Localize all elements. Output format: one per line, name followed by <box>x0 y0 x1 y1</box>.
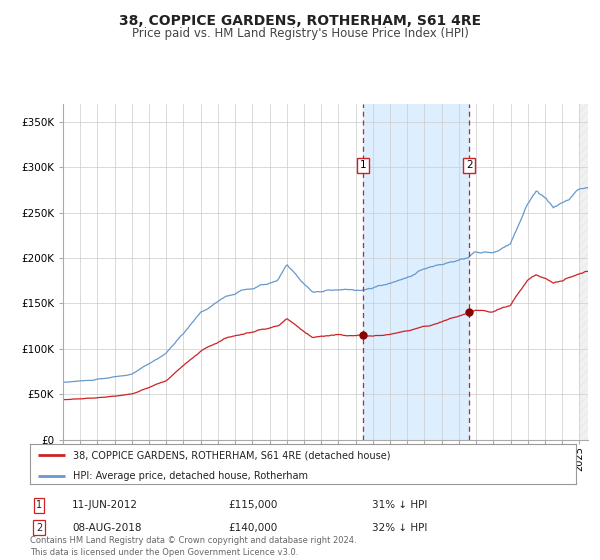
Text: £140,000: £140,000 <box>228 522 277 533</box>
Text: 2: 2 <box>466 160 473 170</box>
Text: Contains HM Land Registry data © Crown copyright and database right 2024.
This d: Contains HM Land Registry data © Crown c… <box>30 536 356 557</box>
Text: 32% ↓ HPI: 32% ↓ HPI <box>372 522 427 533</box>
Text: 11-JUN-2012: 11-JUN-2012 <box>72 500 138 510</box>
Bar <box>580 104 588 440</box>
Text: Price paid vs. HM Land Registry's House Price Index (HPI): Price paid vs. HM Land Registry's House … <box>131 27 469 40</box>
Text: 38, COPPICE GARDENS, ROTHERHAM, S61 4RE (detached house): 38, COPPICE GARDENS, ROTHERHAM, S61 4RE … <box>73 450 390 460</box>
Text: HPI: Average price, detached house, Rotherham: HPI: Average price, detached house, Roth… <box>73 470 308 480</box>
Text: 1: 1 <box>360 160 367 170</box>
Bar <box>363 104 469 440</box>
Text: 31% ↓ HPI: 31% ↓ HPI <box>372 500 427 510</box>
Text: £115,000: £115,000 <box>228 500 277 510</box>
Text: 38, COPPICE GARDENS, ROTHERHAM, S61 4RE: 38, COPPICE GARDENS, ROTHERHAM, S61 4RE <box>119 14 481 28</box>
Text: 08-AUG-2018: 08-AUG-2018 <box>72 522 142 533</box>
Text: 2: 2 <box>36 522 42 533</box>
Text: 1: 1 <box>36 500 42 510</box>
